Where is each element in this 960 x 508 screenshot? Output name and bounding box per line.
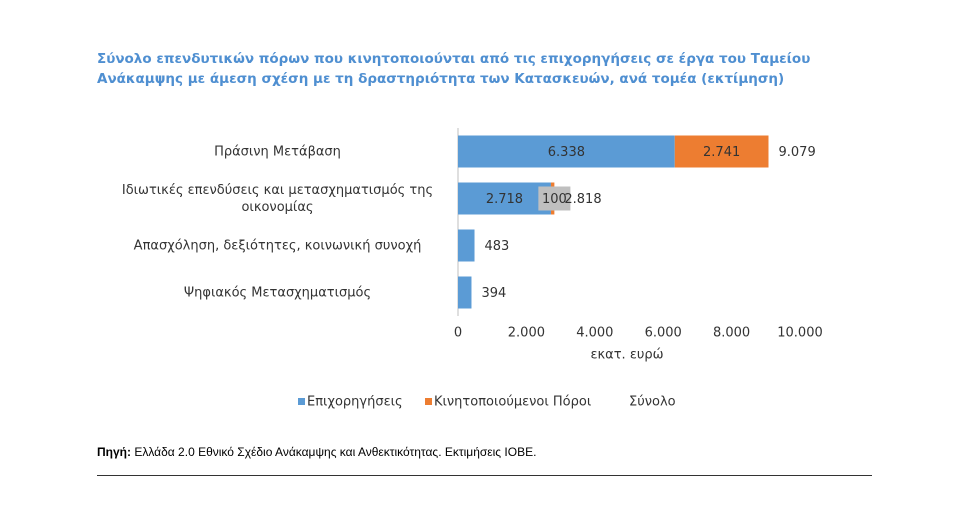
x-axis-label: εκατ. ευρώ (590, 348, 663, 363)
category-label: Απασχόληση, δεξιότητες, κοινωνική συνοχή (133, 238, 422, 253)
bar-segment (458, 229, 475, 262)
value-label: 2.741 (703, 145, 740, 160)
source-text: Ελλάδα 2.0 Εθνικό Σχέδιο Ανάκαμψης και Α… (134, 445, 537, 459)
legend-label: Σύνολο (629, 395, 676, 410)
bar-segment (458, 182, 551, 215)
x-tick-label: 0 (454, 326, 462, 341)
category-label: Ιδιωτικές επενδύσεις και μετασχηματισμός… (121, 182, 434, 215)
bar-segment (458, 276, 472, 309)
legend-swatch (425, 398, 432, 405)
legend-label: Επιχορηγήσεις (307, 395, 403, 410)
total-label: 2.818 (564, 192, 601, 207)
x-tick-label: 8.000 (713, 326, 750, 341)
legend-swatch (298, 398, 305, 405)
x-tick-label: 10.000 (777, 326, 823, 341)
bar-segment (458, 135, 675, 168)
total-label: 9.079 (779, 145, 816, 160)
x-tick-label: 2.000 (508, 326, 545, 341)
label-box (538, 186, 571, 211)
rule (97, 475, 872, 476)
source: Πηγή: Ελλάδα 2.0 Εθνικό Σχέδιο Ανάκαμψης… (97, 445, 536, 459)
value-label: 100 (542, 192, 567, 207)
chart-title: Σύνολο επενδυτικών πόρων που κινητοποιού… (97, 51, 811, 87)
legend-label: Κινητοποιούμενοι Πόροι (434, 395, 591, 410)
bar-segment (674, 135, 769, 168)
value-label: 6.338 (548, 145, 585, 160)
total-label: 394 (481, 286, 506, 301)
x-tick-label: 6.000 (645, 326, 682, 341)
value-label: 2.718 (486, 192, 523, 207)
source-label: Πηγή: (97, 445, 131, 459)
category-label: Πράσινη Μετάβαση (214, 144, 341, 159)
total-label: 483 (485, 239, 510, 254)
x-tick-label: 4.000 (576, 326, 613, 341)
category-label: Ψηφιακός Μετασχηματισμός (183, 285, 372, 300)
